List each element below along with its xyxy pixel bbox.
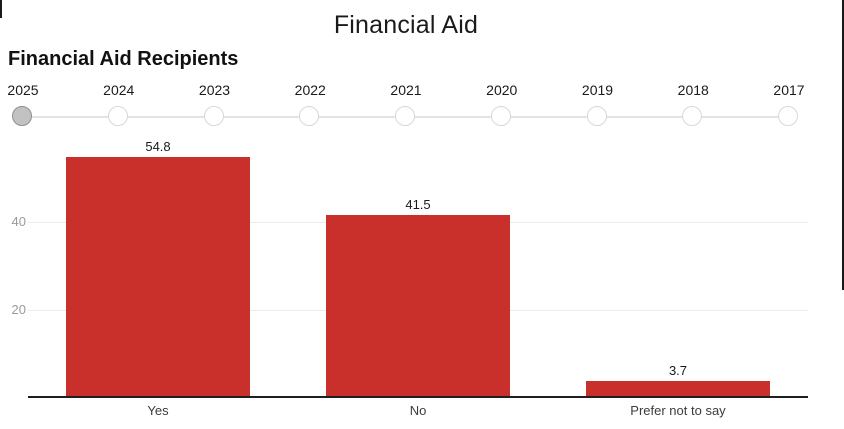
year-label-2024: 2024 bbox=[103, 82, 135, 98]
x-axis-category-label: Yes bbox=[147, 403, 169, 418]
year-dot-2022[interactable] bbox=[299, 106, 320, 126]
year-label-2021: 2021 bbox=[390, 82, 422, 98]
chart-title: Financial Aid Recipients bbox=[8, 48, 239, 70]
year-slider: 2025 2024 2023 2022 2021 2020 2019 2018 2017 bbox=[0, 0, 844, 135]
year-label-2022: 2022 bbox=[294, 82, 326, 98]
year-dot-2020[interactable] bbox=[490, 106, 511, 126]
year-dot-2023[interactable] bbox=[203, 106, 224, 126]
year-dot-2021[interactable] bbox=[395, 106, 415, 126]
year-dot-2025-selected[interactable] bbox=[12, 106, 32, 126]
bar-prefer-not-to-say[interactable] bbox=[586, 380, 770, 397]
year-label-2017: 2017 bbox=[773, 82, 805, 98]
window-border-right-artifact bbox=[842, 0, 844, 290]
year-dot-2018[interactable] bbox=[682, 106, 703, 126]
bar-value-label: 41.5 bbox=[405, 197, 431, 213]
year-label-2023: 2023 bbox=[198, 82, 231, 98]
year-label-2020: 2020 bbox=[486, 82, 518, 98]
window-border-left-artifact bbox=[0, 0, 2, 18]
bar-value-label: 3.7 bbox=[668, 362, 688, 378]
bar-value-label: 54.8 bbox=[145, 139, 171, 155]
year-dot-2017[interactable] bbox=[778, 106, 798, 126]
x-axis-category-label: No bbox=[409, 403, 427, 418]
year-label-2019: 2019 bbox=[581, 82, 614, 98]
bar-no[interactable] bbox=[326, 215, 510, 397]
bar-yes[interactable] bbox=[66, 157, 250, 397]
x-axis-category-label: Prefer not to say bbox=[630, 403, 726, 418]
x-axis-line bbox=[28, 396, 808, 398]
year-dot-2024[interactable] bbox=[107, 106, 128, 126]
year-label-2025: 2025 bbox=[7, 82, 39, 98]
year-dot-2019[interactable] bbox=[586, 106, 607, 126]
page-title: Financial Aid bbox=[333, 11, 479, 39]
year-label-2018: 2018 bbox=[677, 82, 709, 98]
y-axis-tick-20: 20 bbox=[11, 301, 26, 317]
y-axis-tick-40: 40 bbox=[11, 214, 26, 229]
